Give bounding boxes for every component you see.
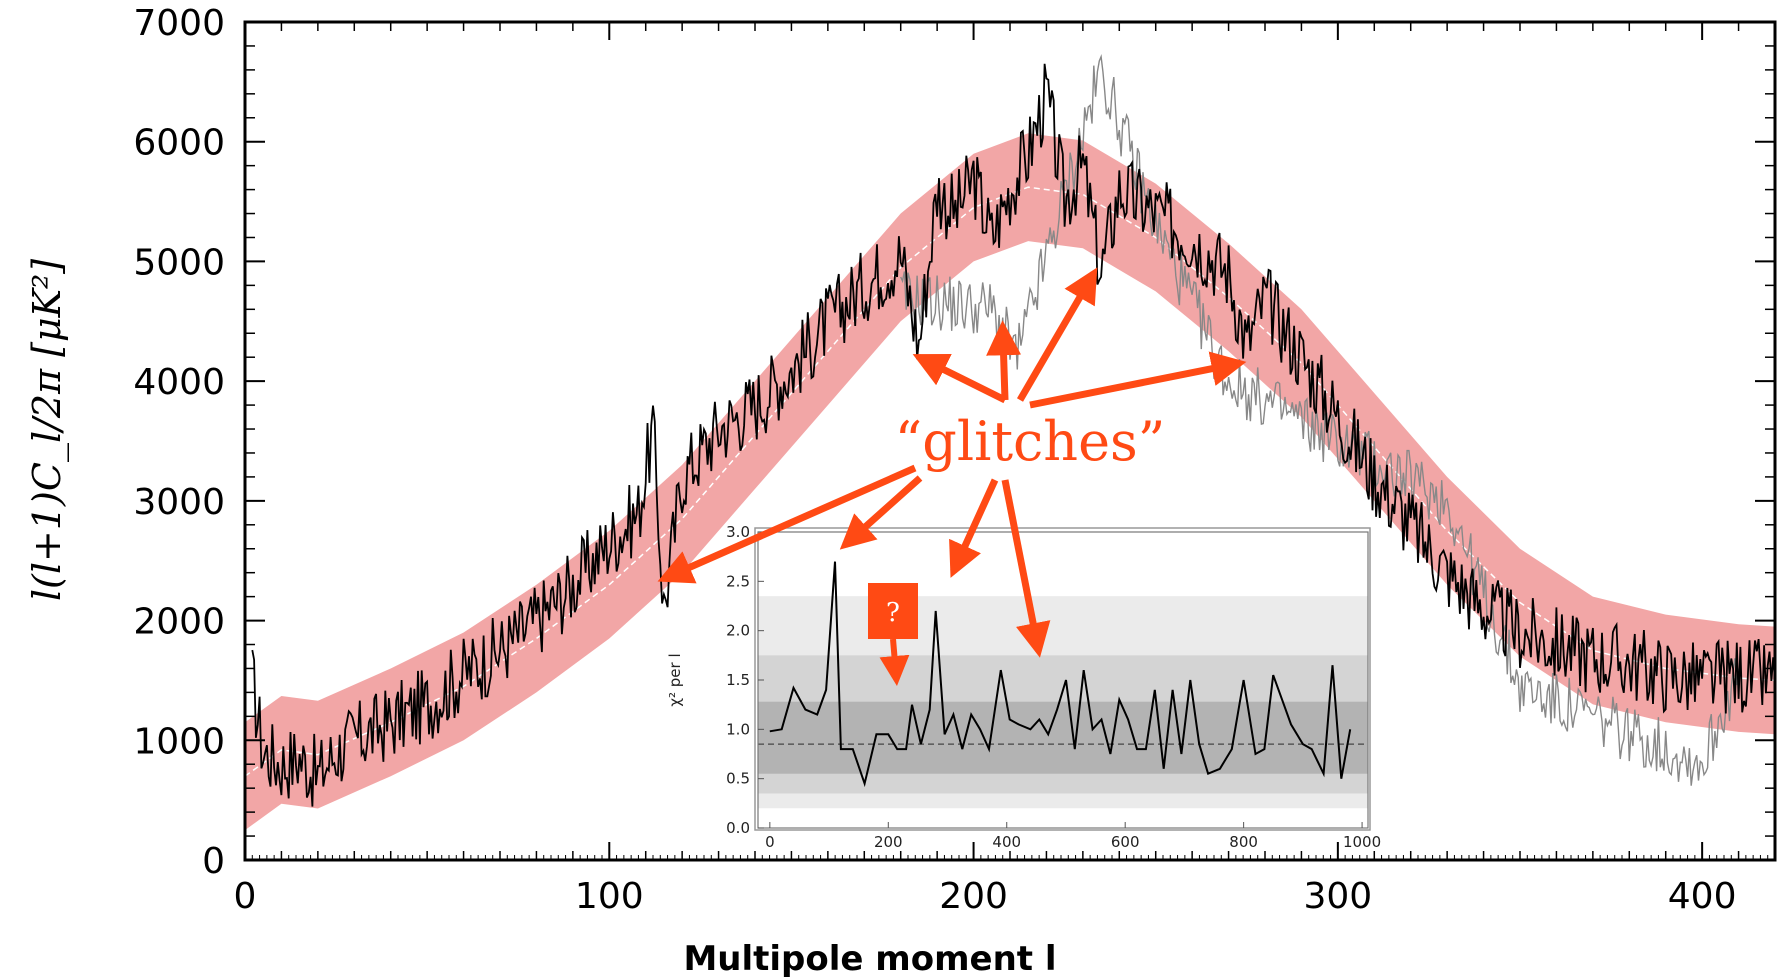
inset-x-tick-label: 200 (874, 833, 903, 851)
series-line-1 (900, 53, 1740, 786)
y-tick-label: 7000 (133, 3, 225, 44)
y-tick-label: 0 (202, 841, 225, 882)
x-tick-label: 200 (939, 876, 1008, 917)
glitch-arrow (986, 320, 1022, 401)
glitch-arrow (1016, 267, 1098, 402)
inset-x-tick-label: 0 (765, 833, 775, 851)
question-box (868, 583, 918, 639)
inset-band-2 (758, 701, 1368, 774)
glitch-annotations: “glitches” ? (657, 267, 1247, 686)
x-tick-label: 400 (1668, 876, 1737, 917)
x-tick-label: 300 (1303, 876, 1372, 917)
inset-series-line-0 (769, 561, 1352, 788)
glitch-arrow-inset-1 (839, 475, 923, 550)
inset-bands (758, 596, 1368, 809)
inset-y-tick-label: 0.0 (726, 819, 750, 837)
inset-x-tick-label: 400 (992, 833, 1021, 851)
inset-y-tick-label: 0.5 (726, 770, 750, 788)
glitch-arrow (657, 464, 917, 584)
glitch-arrow-inset-3 (1001, 479, 1051, 658)
model-band-area (245, 133, 1775, 831)
inset-x-tick-label: 1000 (1343, 833, 1381, 851)
glitch-arrow (1029, 351, 1247, 409)
inset-y-tick-label: 2.5 (726, 572, 750, 590)
y-tick-label: 3000 (133, 482, 225, 523)
y-tick-label: 4000 (133, 362, 225, 403)
inset-x-tick-label: 600 (1111, 833, 1140, 851)
y-tick-label: 2000 (133, 602, 225, 643)
inset-y-axis-title: χ² per l (666, 653, 684, 706)
y-axis-title: l(l+1)C_l/2π [μK²] (25, 259, 70, 601)
inset-y-tick-label: 1.5 (726, 671, 750, 689)
y-tick-label: 1000 (133, 721, 225, 762)
glitch-arrows (657, 267, 1247, 686)
inset-chart: 0 200 400 600 800 1000 0.0 0.5 1.0 1.5 2.0 2.5 3.0 χ… (666, 523, 1381, 851)
y-tick-label: 5000 (133, 242, 225, 283)
question-mark: ? (886, 598, 900, 628)
x-tick-label: 100 (575, 876, 644, 917)
inset-y-tick-label: 3.0 (726, 523, 750, 541)
main-ticks: 0 100 200 300 400010002000300040005000600070… (133, 3, 1775, 917)
x-tick-label: 0 (234, 876, 257, 917)
inset-y-tick-label: 2.0 (726, 622, 750, 640)
inset-ticks: 0 200 400 600 800 1000 0.0 0.5 1.0 1.5 2.0 2.5 3.0 (726, 523, 1381, 851)
glitch-arrow-inset-2 (949, 478, 999, 578)
inset-y-tick-label: 1.0 (726, 720, 750, 738)
glitches-label: “glitches” (895, 410, 1166, 473)
main-series-group (251, 53, 1776, 807)
glitch-arrow (912, 353, 1007, 404)
inset-x-tick-label: 800 (1229, 833, 1258, 851)
x-axis-title: Multipole moment l (683, 939, 1056, 979)
question-arrow (879, 638, 910, 686)
inset-series-group (769, 561, 1352, 788)
y-tick-label: 6000 (133, 123, 225, 164)
series-line-0 (251, 63, 1776, 807)
